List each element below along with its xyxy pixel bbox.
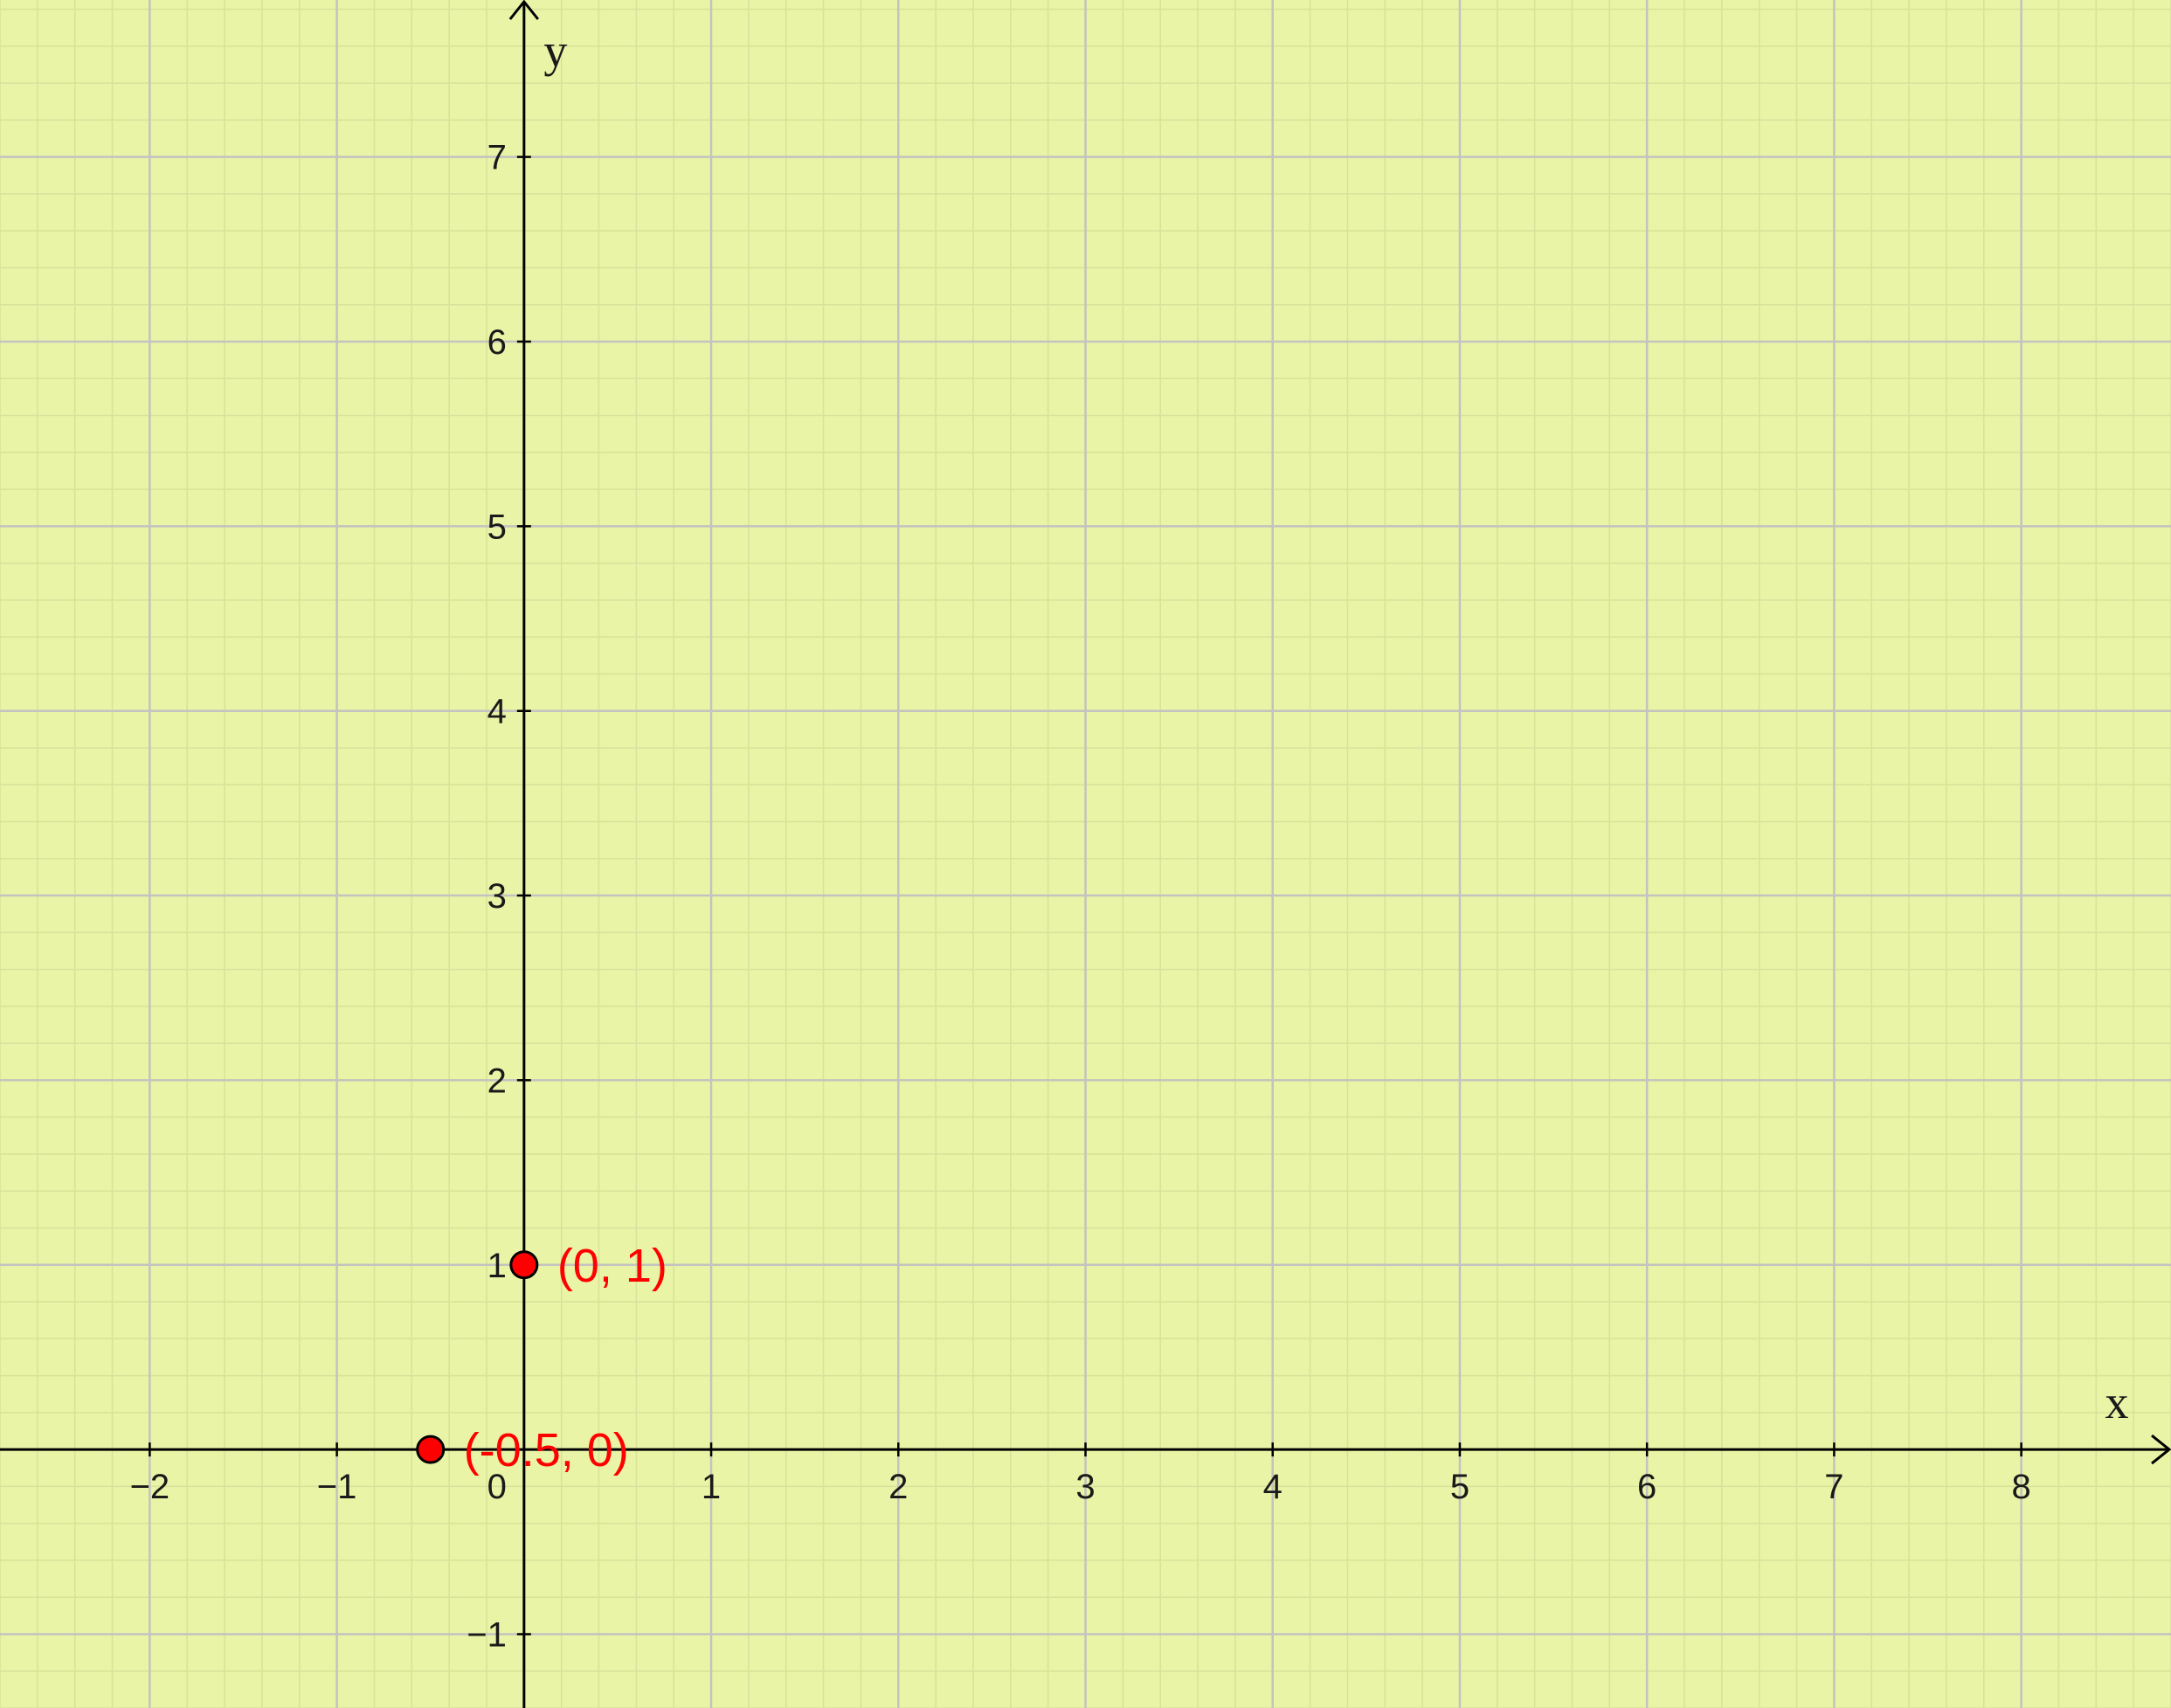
point-label: (0, 1)	[557, 1240, 667, 1292]
x-tick-label: 8	[2011, 1468, 2030, 1506]
x-tick-label: 2	[888, 1468, 908, 1506]
data-point	[509, 1250, 539, 1280]
data-point	[416, 1435, 446, 1464]
y-tick-label: 5	[487, 508, 507, 546]
x-tick-label: 4	[1263, 1468, 1283, 1506]
y-axis-arrow	[508, 0, 539, 20]
x-tick-label: −2	[130, 1468, 170, 1506]
x-tick-label: 5	[1450, 1468, 1469, 1506]
y-axis-label: y	[543, 24, 567, 77]
y-tick-label: 3	[487, 877, 507, 916]
x-axis-arrow	[2151, 1434, 2171, 1465]
x-tick-label: 1	[702, 1468, 721, 1506]
y-tick-label: 4	[487, 693, 507, 731]
origin-label: 0	[487, 1468, 507, 1506]
x-tick-label: −1	[317, 1468, 357, 1506]
y-tick-label: −1	[467, 1615, 507, 1654]
tick-labels: −2 −1 1 2 3 4 5 6 7 8 −1 1 2 3 4 5 6 7 0	[130, 139, 2031, 1655]
data-points: (0, 1) (-0.5, 0)	[416, 1240, 667, 1476]
y-tick-label: 6	[487, 323, 507, 362]
x-tick-label: 7	[1824, 1468, 1843, 1506]
x-tick-label: 3	[1075, 1468, 1095, 1506]
y-tick-label: 7	[487, 139, 507, 177]
x-axis-label: x	[2105, 1376, 2129, 1428]
y-tick-label: 1	[487, 1247, 507, 1285]
point-label: (-0.5, 0)	[464, 1424, 629, 1476]
y-tick-label: 2	[487, 1061, 507, 1100]
x-tick-label: 6	[1637, 1468, 1656, 1506]
